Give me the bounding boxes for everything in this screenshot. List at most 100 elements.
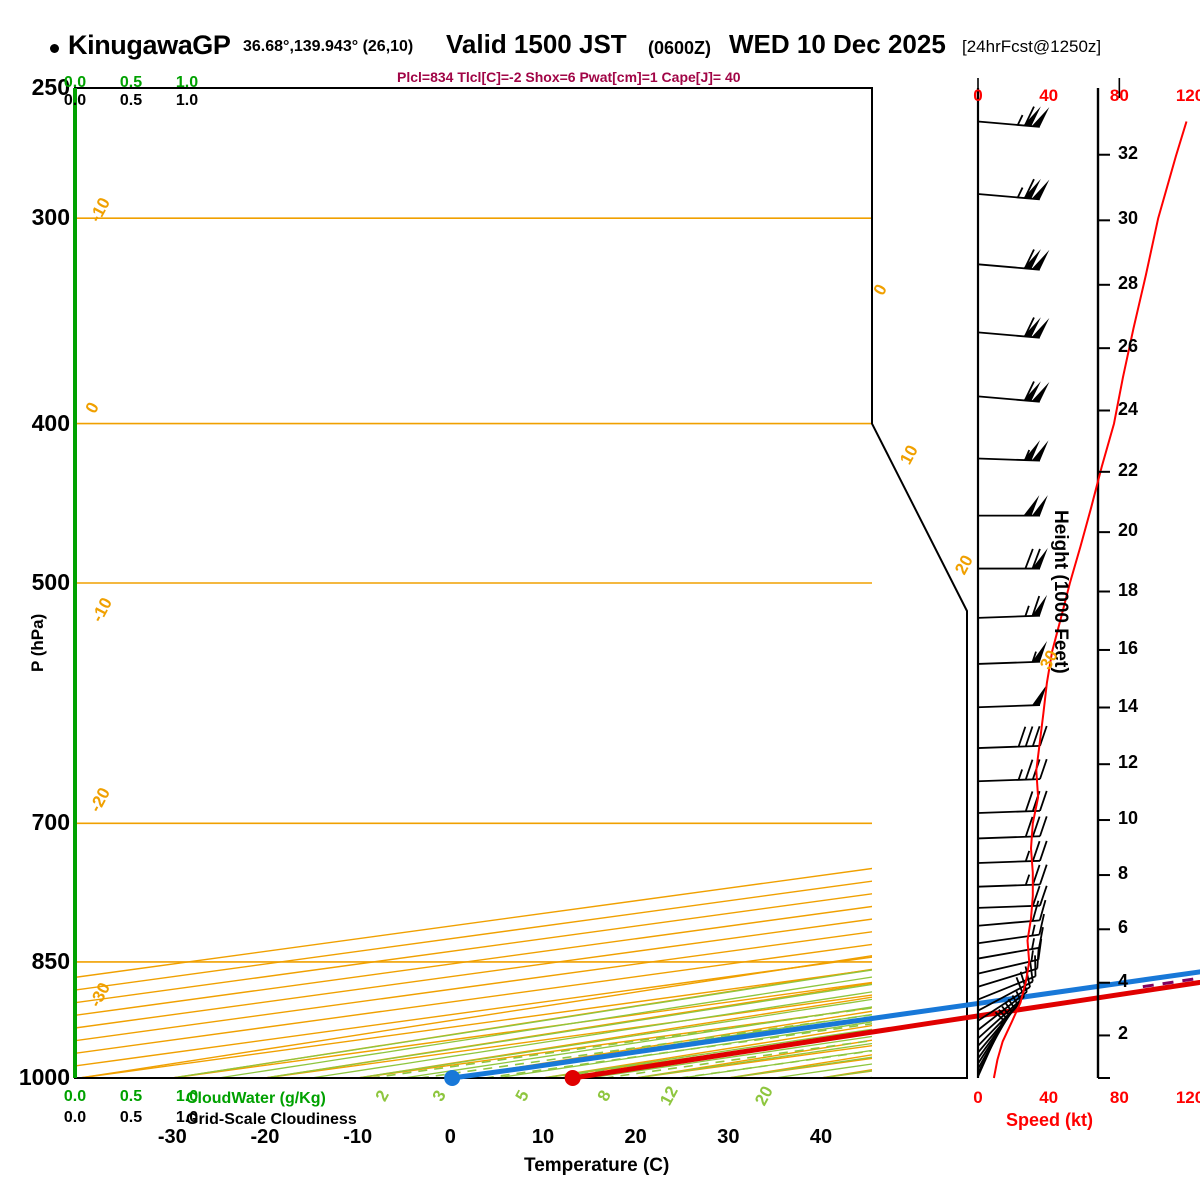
wind-barb-half — [1016, 187, 1024, 198]
pressure-tick-700: 700 — [31, 809, 70, 836]
speed-tick-top-80: 80 — [1109, 86, 1129, 105]
wind-barb-full — [1024, 726, 1034, 747]
wind-barb-full — [1024, 548, 1034, 569]
wind-barb-pennant — [1031, 495, 1048, 516]
mixing-ratio-8 — [547, 1031, 872, 1078]
speed-tick-top-0: 0 — [973, 86, 983, 105]
cloudiness-tick-top-0.5: 0.5 — [119, 92, 143, 109]
height-tick-20: 20 — [1118, 520, 1139, 541]
wind-barb-half — [1024, 449, 1031, 461]
pressure-tick-850: 850 — [31, 947, 70, 974]
wind-barb-half — [1031, 938, 1035, 950]
wind-barb-pennant — [1031, 440, 1049, 461]
isotherm--110 — [75, 880, 872, 991]
speed-axis-title: Speed (kt) — [1006, 1110, 1094, 1130]
height-tick-6: 6 — [1118, 917, 1129, 938]
wind-barb-pennant — [1031, 684, 1048, 706]
speed-tick-bottom-80: 80 — [1109, 1088, 1129, 1107]
surface-temperature — [564, 1070, 581, 1086]
temperature-axis-title: Temperature (C) — [524, 1155, 670, 1176]
temperature-tick--30: -30 — [157, 1126, 187, 1148]
height-tick-32: 32 — [1118, 142, 1139, 163]
wind-barb-half — [998, 1008, 1007, 1019]
pressure-tick-500: 500 — [31, 569, 70, 595]
wind-barb-staff — [977, 704, 1040, 709]
station-name: KinugawaGP — [68, 30, 231, 60]
wind-barb-full — [1039, 758, 1048, 780]
height-tick-8: 8 — [1118, 863, 1129, 884]
wind-barb-full — [1024, 381, 1035, 401]
wind-barb-full — [1039, 725, 1048, 747]
height-tick-2: 2 — [1118, 1023, 1129, 1044]
wind-barb-full — [1024, 178, 1035, 199]
cloudiness-axis-title: Grid-Scale Cloudiness — [186, 1111, 357, 1128]
wind-barb-staff — [977, 946, 1040, 960]
wind-barb-half — [1024, 874, 1031, 886]
cloudiness-tick-bottom-0.5: 0.5 — [119, 1109, 143, 1126]
wind-barb-pennant — [1031, 548, 1048, 569]
height-tick-10: 10 — [1118, 808, 1139, 829]
wind-barb-staff — [977, 331, 1040, 339]
wind-barb-full — [1024, 791, 1034, 812]
wind-barb-pennant — [1031, 381, 1050, 402]
wind-barb-full — [1024, 966, 1031, 988]
cloudiness-tick-top-1.0: 1.0 — [175, 92, 199, 109]
wind-barb-staff — [977, 809, 1040, 814]
pressure-tick-300: 300 — [31, 204, 70, 231]
wind-barb-full — [1031, 548, 1041, 569]
dry-adiabat-80 — [1192, 105, 1200, 1078]
height-tick-22: 22 — [1118, 459, 1139, 480]
wind-barb-full — [1038, 913, 1045, 935]
height-tick-12: 12 — [1118, 752, 1139, 773]
height-axis-title: Height (1000 Feet) — [1050, 510, 1071, 674]
height-tick-4: 4 — [1118, 970, 1129, 991]
wind-barb-full — [1029, 960, 1034, 982]
dry-adiabat--40 — [79, 954, 872, 1078]
dry-adiabat--20 — [264, 982, 872, 1078]
speed-tick-top-40: 40 — [1039, 86, 1059, 105]
wind-barb-full — [1031, 864, 1041, 886]
wind-barb-pennant — [1031, 594, 1048, 616]
dry-adiabat-70 — [1099, 105, 1200, 1078]
wind-barb-full — [1038, 899, 1047, 921]
series-parcel-trace — [1142, 976, 1200, 989]
height-tick-16: 16 — [1118, 637, 1139, 658]
cloudwater-tick-bottom-0.0: 0.0 — [63, 1088, 87, 1105]
dry-adiabat-20 — [635, 1039, 872, 1078]
temperature-tick-40: 40 — [809, 1126, 833, 1148]
wind-barb-full — [1031, 840, 1041, 862]
cloudiness-tick-top-0.0: 0.0 — [63, 92, 87, 109]
valid-time-utc: (0600Z) — [648, 38, 712, 58]
temperature-tick-10: 10 — [531, 1126, 555, 1148]
wind-barb-staff — [977, 660, 1040, 665]
wind-barb-full — [1031, 900, 1040, 922]
wind-barb-full — [1024, 106, 1035, 126]
wind-barb-half — [1031, 924, 1036, 936]
wind-barb-half — [994, 1011, 1004, 1021]
wind-barb-full — [1031, 816, 1041, 837]
wind-barb-full — [1031, 595, 1041, 617]
wind-barb-full — [1039, 864, 1048, 885]
cloudwater-tick-bottom-1.0: 1.0 — [175, 1088, 199, 1105]
speed-tick-top-120: 120 — [1175, 86, 1200, 105]
sounding-parameters: Plcl=834 Tlcl[C]=-2 Shox=6 Pwat[cm]=1 Ca… — [397, 69, 741, 85]
wind-barb-pennant — [1023, 495, 1040, 516]
wind-barb-staff — [977, 883, 1040, 888]
cloudiness-tick-bottom-0.0: 0.0 — [63, 1109, 87, 1126]
wind-barb-staff — [977, 980, 1034, 1012]
wind-barb-staff — [977, 859, 1040, 864]
series-temperature-trace — [572, 979, 1200, 1081]
temperature-tick-0: 0 — [444, 1126, 456, 1148]
pressure-axis-title: P (hPa) — [28, 613, 47, 672]
wind-barb-staff — [977, 933, 1040, 945]
wind-speed-curve — [992, 121, 1188, 1079]
pressure-tick-400: 400 — [31, 409, 70, 436]
station-dot-icon — [50, 44, 59, 53]
wind-barb-staff — [977, 744, 1040, 749]
cloudwater-tick-top-0.5: 0.5 — [119, 74, 143, 91]
wind-barb-full — [1039, 816, 1048, 837]
moist-adiabat--25 — [218, 976, 872, 1078]
wind-barb-half — [1004, 1002, 1013, 1013]
